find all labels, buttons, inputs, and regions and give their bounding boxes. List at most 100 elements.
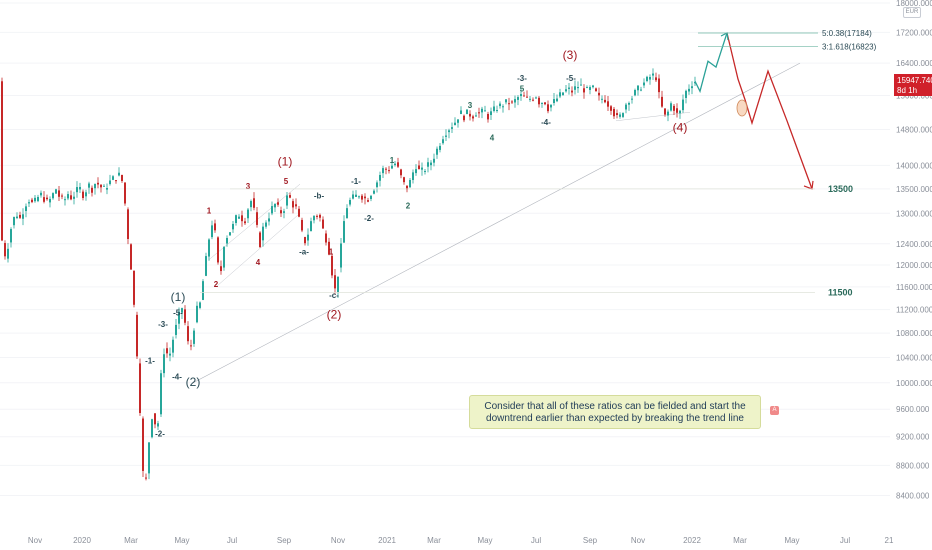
candle-body [529,98,531,100]
candle-body [226,237,228,244]
candlestick-series [1,68,696,481]
candle-body [118,172,120,176]
candle-body [208,239,210,257]
candle-body [607,101,609,107]
annotation-note[interactable]: Consider that all of these ratios can be… [469,395,761,429]
wave-label: -c- [329,291,339,300]
candle-body [448,130,450,133]
candle-body [511,101,513,103]
wave-label: -5- [566,74,576,83]
candle-body [151,419,153,438]
candle-body [487,113,489,120]
candle-body [418,165,420,170]
annotation-badge-icon[interactable]: A [770,406,779,415]
y-tick-label: 14000.000 [896,161,932,170]
candle-body [502,106,504,108]
y-axis: 8400.000 8800.000 9200.000 9600.000 10000.00… [896,0,932,500]
level-lines: 13500 11500 5:0.38(17184) 3:1.618(16823) [200,29,877,298]
wave-label: 1 [390,156,395,165]
candle-body [271,206,273,214]
wave-label: 1 [207,206,212,215]
candle-body [403,177,405,183]
wave-label: 4 [490,133,495,142]
candle-body [445,135,447,137]
y-tick-label: 12400.000 [896,240,932,249]
candle-body [577,87,579,89]
candle-body [283,211,285,213]
candle-body [61,195,63,197]
wave-label: (2) [327,307,342,321]
candle-body [265,222,267,227]
candle-body [433,158,435,163]
candle-body [562,92,564,96]
wave-label: -1- [351,177,361,186]
wave-label: -3- [158,320,168,329]
candle-body [388,170,390,172]
candle-body [67,194,69,199]
candle-body [253,198,255,208]
x-tick-label: Mar [427,536,441,545]
wave-label: -b- [314,192,325,201]
candle-body [175,324,177,335]
candle-body [571,90,573,93]
candle-body [16,216,18,219]
y-tick-label: 10000.000 [896,379,932,388]
candle-body [475,115,477,117]
candle-body [616,113,618,116]
candle-body [127,209,129,239]
candle-body [421,167,423,170]
x-axis: Nov 2020 Mar May Jul Sep Nov 2021 Mar May Jul Sep No… [28,536,894,545]
level-label: 13500 [828,184,853,194]
candle-body [187,326,189,342]
candle-body [496,110,498,112]
candle-body [79,186,81,190]
wave-label: -5- [173,308,183,317]
candle-body [613,108,615,117]
candle-body [292,201,294,208]
wave-label: 3 [246,182,251,191]
candle-body [166,348,168,354]
candle-body [301,219,303,231]
candle-body [544,102,546,105]
candle-body [664,108,666,115]
candle-body [100,184,102,188]
wave-label: 3 [468,101,473,110]
candle-body [643,82,645,86]
candle-body [439,145,441,150]
candle-body [148,442,150,474]
currency-badge[interactable]: EUR [903,7,921,18]
candle-body [289,195,291,198]
candle-body [625,104,627,110]
candle-body [628,102,630,105]
candle-body [88,183,90,188]
wave-label: 1 [329,247,334,256]
candle-body [430,162,432,166]
candle-body [25,206,27,212]
candle-body [178,311,180,324]
candle-body [685,90,687,98]
candle-body [523,95,525,97]
wave-label: -1- [145,357,155,366]
candle-body [286,195,288,206]
x-tick-label: Nov [331,536,345,545]
trendline-break-marker [736,99,748,117]
candle-body [550,104,552,108]
wave-label: -3- [517,74,527,83]
candle-body [241,215,243,222]
candle-body [340,243,342,268]
last-price-countdown: 8d 1h [897,86,918,95]
candle-body [211,225,213,238]
candle-body [277,202,279,205]
candle-body [130,244,132,270]
candle-body [262,226,264,241]
wave-label: (3) [563,48,578,62]
candle-body [331,255,333,276]
candle-body [451,127,453,129]
candle-body [49,198,51,203]
wave-label: -4- [541,118,551,127]
candle-body [10,229,12,243]
candle-body [478,112,480,114]
candle-body [346,208,348,219]
candle-body [595,88,597,92]
